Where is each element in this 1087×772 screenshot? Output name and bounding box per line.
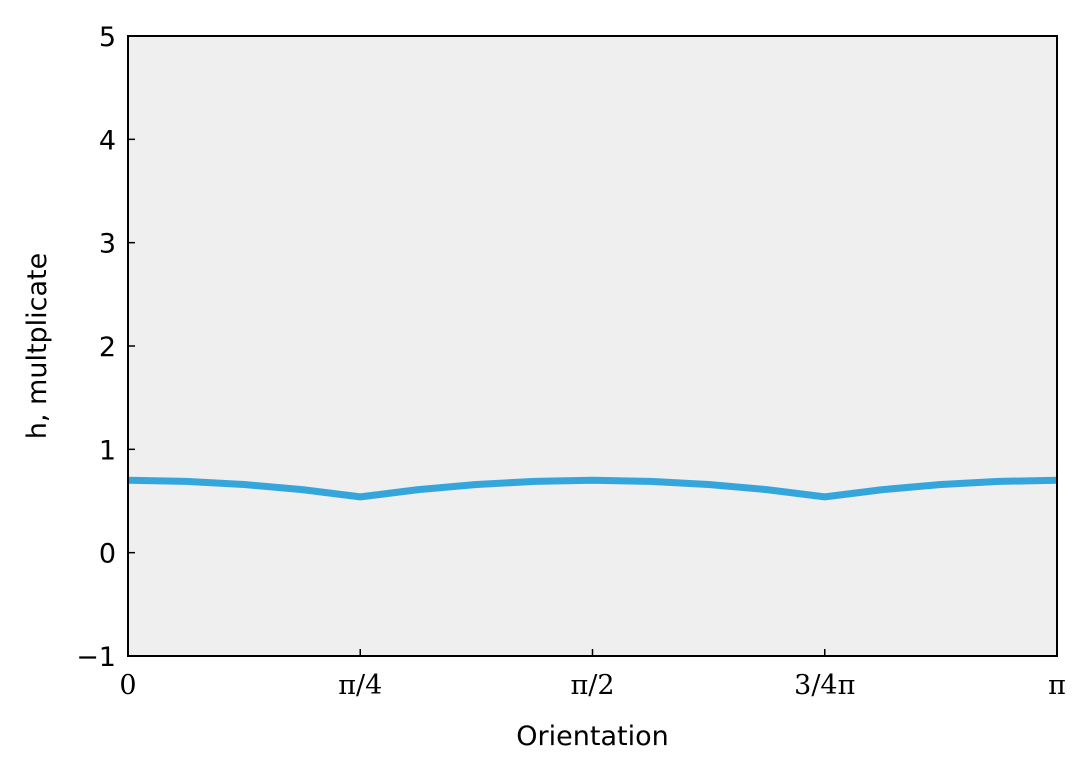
plot-area <box>128 36 1057 656</box>
x-axis-label: Orientation <box>516 721 668 752</box>
series-layer <box>127 476 1058 501</box>
y-axis-label: h, multplicate <box>22 253 53 440</box>
y-tick-label: 0 <box>99 539 116 570</box>
y-tick-label: 2 <box>99 332 116 363</box>
x-tick-label: π/4 <box>338 670 382 701</box>
x-tick-label: 3/4π <box>794 670 855 701</box>
y-tick-label: −1 <box>76 642 116 673</box>
x-tick-label: π/2 <box>570 670 614 701</box>
y-tick-label: 1 <box>99 435 116 466</box>
y-axis: −1 0 1 2 3 4 5 <box>76 22 135 673</box>
x-tick-label: π <box>1048 670 1066 701</box>
y-tick-label: 5 <box>99 22 116 53</box>
y-tick-label: 3 <box>99 229 116 260</box>
x-tick-label: 0 <box>119 670 136 701</box>
x-axis: 0 π/4 π/2 3/4π π <box>119 649 1066 701</box>
series-line <box>127 476 1058 501</box>
y-tick-label: 4 <box>99 125 116 156</box>
